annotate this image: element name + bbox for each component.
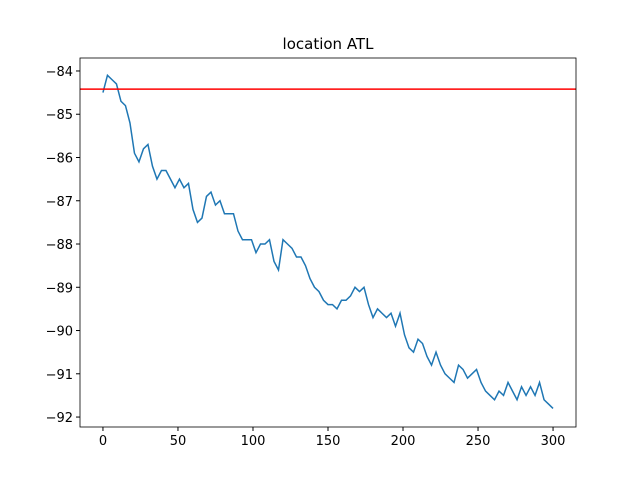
x-tick-label: 300 — [541, 434, 566, 449]
y-tick-label: −92 — [46, 411, 73, 426]
y-tick-label: −85 — [46, 108, 73, 123]
y-tick-label: −91 — [46, 368, 73, 383]
y-tick-label: −88 — [46, 238, 73, 253]
y-tick-label: −86 — [46, 151, 73, 166]
y-tick-label: −84 — [46, 65, 73, 80]
y-tick-label: −87 — [46, 195, 73, 210]
chart-title: location ATL — [283, 35, 375, 53]
x-tick-label: 100 — [241, 434, 266, 449]
x-tick-label: 50 — [170, 434, 187, 449]
x-tick-label: 200 — [391, 434, 416, 449]
y-tick-label: −89 — [46, 281, 73, 296]
x-tick-label: 250 — [466, 434, 491, 449]
data-line — [102, 73, 554, 409]
y-tick-label: −90 — [46, 325, 73, 340]
x-tick-label: 0 — [99, 434, 107, 449]
plot-frame — [79, 57, 577, 428]
x-tick-label: 150 — [316, 434, 341, 449]
